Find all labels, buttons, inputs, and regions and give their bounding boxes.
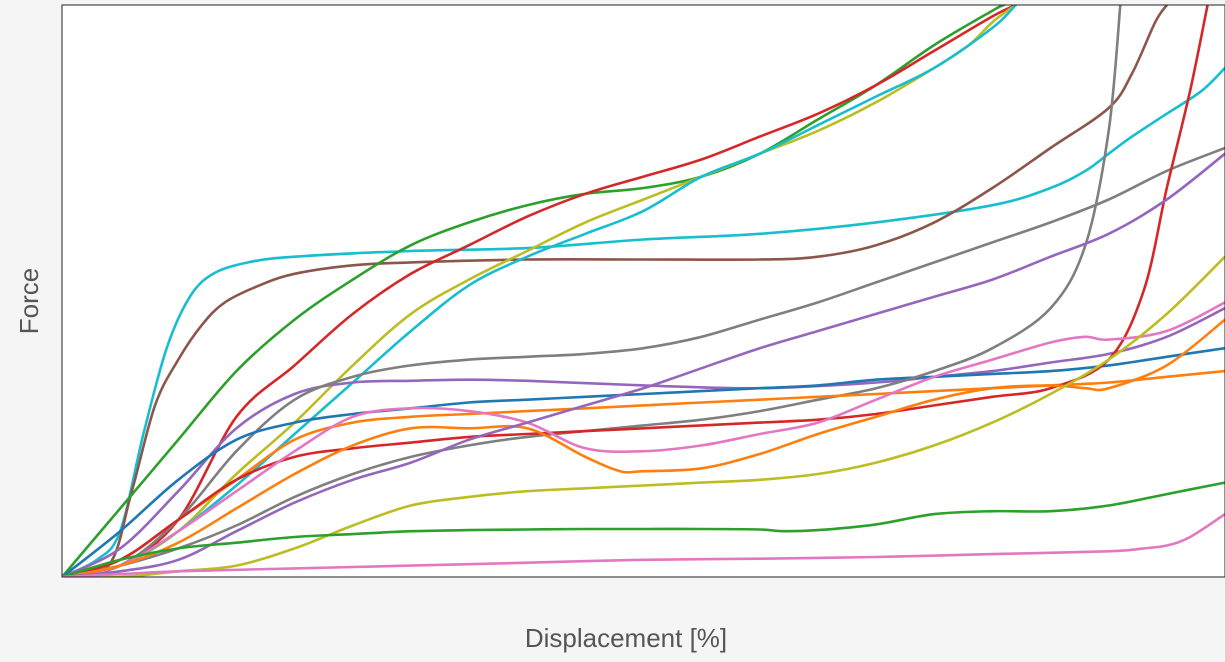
- series-line-6: [62, 5, 1017, 577]
- plot-area: [62, 5, 1225, 577]
- series-line-16: [62, 255, 1225, 577]
- series-line-9: [62, 346, 1225, 577]
- series-line-18: [62, 512, 1225, 577]
- series-line-17: [62, 481, 1225, 577]
- series-line-15: [62, 152, 1225, 577]
- series-line-7: [62, 306, 1225, 577]
- series-line-1: [62, 66, 1225, 577]
- series-line-13: [62, 301, 1225, 577]
- y-axis-label: Force: [14, 268, 44, 334]
- series-line-10: [62, 5, 1122, 577]
- series-line-2: [62, 5, 1169, 577]
- series-line-4: [62, 5, 1017, 577]
- series-line-8: [62, 146, 1225, 577]
- x-axis-label: Displacement [%]: [525, 623, 727, 653]
- series-layer: [62, 5, 1225, 577]
- plot-frame: [61, 4, 1225, 578]
